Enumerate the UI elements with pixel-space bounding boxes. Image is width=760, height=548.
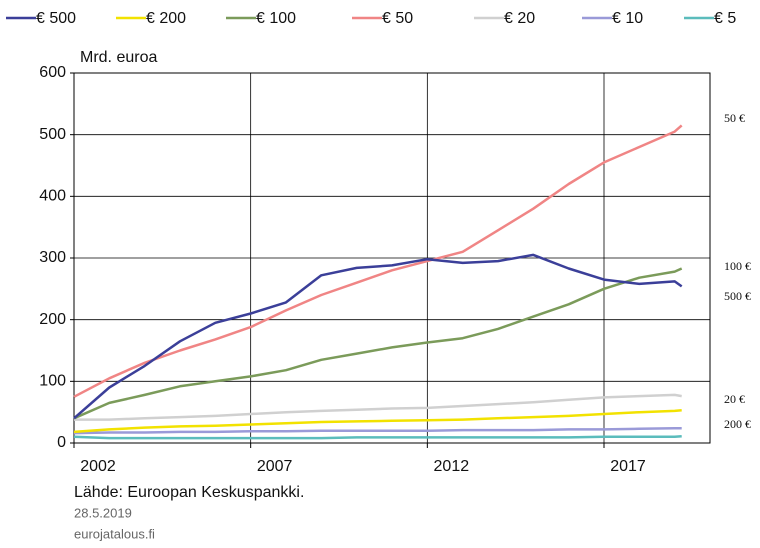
legend-label: € 200 [146,10,186,27]
series-line [74,393,682,421]
source: Lähde: Euroopan Keskuspankki. [74,484,304,501]
series-line [73,267,683,420]
x-tick-label: 2017 [610,458,646,475]
series-line [73,124,683,398]
legend-label: € 5 [714,10,736,27]
legend-label: € 10 [612,10,643,27]
legend-label: € 20 [504,10,535,27]
annotation: 50 € [724,111,745,125]
legend-label: € 100 [256,10,296,27]
x-tick-label: 2002 [80,458,116,475]
date: 28.5.2019 [74,505,132,520]
series-line [73,434,682,440]
series-line [73,253,683,420]
site: eurojatalous.fi [74,526,155,541]
annotation: 200 € [724,417,751,431]
annotation: 100 € [724,259,751,273]
y-tick-label: 100 [39,373,66,390]
x-tick-label: 2012 [434,458,470,475]
annotation: 500 € [724,289,751,303]
y-tick-label: 0 [57,434,66,451]
y-axis-label: Mrd. euroa [80,49,157,66]
y-tick-label: 600 [39,64,66,81]
y-tick-label: 400 [39,188,66,205]
x-tick-label: 2007 [257,458,293,475]
series-line [73,426,682,435]
annotation: 20 € [724,392,745,406]
y-tick-label: 200 [39,311,66,328]
series-line [73,409,682,434]
y-tick-label: 500 [39,126,66,143]
y-tick-label: 300 [39,249,66,266]
legend-label: € 500 [36,10,76,27]
legend-label: € 50 [382,10,413,27]
